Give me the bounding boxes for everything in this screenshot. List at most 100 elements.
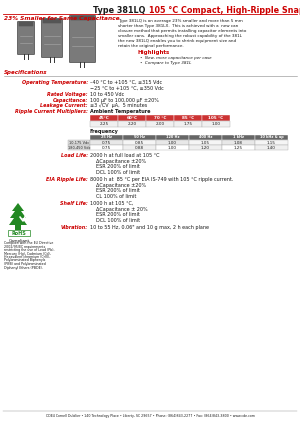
Text: 1.00: 1.00 bbox=[168, 141, 177, 145]
Text: 23% Smaller for Same Capacitance: 23% Smaller for Same Capacitance bbox=[4, 16, 120, 21]
Text: ESR 200% of limit: ESR 200% of limit bbox=[90, 188, 140, 193]
Text: 1.00: 1.00 bbox=[168, 145, 177, 150]
Text: 1.40: 1.40 bbox=[267, 145, 276, 150]
Text: ESR 200% of limit: ESR 200% of limit bbox=[90, 164, 140, 169]
FancyBboxPatch shape bbox=[19, 22, 33, 26]
Text: DCL 100% of limit: DCL 100% of limit bbox=[90, 170, 140, 175]
Bar bbox=[222, 145, 255, 150]
Bar bbox=[8, 230, 30, 236]
FancyBboxPatch shape bbox=[70, 15, 95, 62]
Text: −25 °C to +105 °C, ≥350 Vdc: −25 °C to +105 °C, ≥350 Vdc bbox=[90, 85, 164, 91]
Text: 1.20: 1.20 bbox=[201, 145, 210, 150]
Text: Ripple Current Multipliers:: Ripple Current Multipliers: bbox=[15, 108, 88, 113]
Text: 85 °C: 85 °C bbox=[182, 116, 194, 120]
Bar bbox=[222, 134, 255, 140]
Text: Mercury (Hg), Cadmium (Cd),: Mercury (Hg), Cadmium (Cd), bbox=[4, 252, 51, 255]
Bar bbox=[174, 121, 202, 127]
Text: 180-450 Vdc: 180-450 Vdc bbox=[68, 145, 90, 150]
Text: 1.15: 1.15 bbox=[267, 141, 276, 145]
Bar bbox=[123, 134, 156, 140]
Text: 70 °C: 70 °C bbox=[154, 116, 166, 120]
Text: CL 100% of limit: CL 100% of limit bbox=[90, 193, 136, 198]
Bar bbox=[90, 121, 118, 127]
Bar bbox=[146, 121, 174, 127]
Bar bbox=[189, 134, 222, 140]
Text: Type 381LQ is on average 23% smaller and more than 5 mm: Type 381LQ is on average 23% smaller and… bbox=[118, 19, 243, 23]
Text: Capacitance:: Capacitance: bbox=[52, 97, 88, 102]
Bar bbox=[68, 145, 90, 150]
Bar bbox=[255, 140, 288, 145]
Text: EIA Ripple Life:: EIA Ripple Life: bbox=[46, 177, 88, 182]
Text: 2.20: 2.20 bbox=[128, 122, 136, 126]
Text: 50 Hz: 50 Hz bbox=[134, 135, 145, 139]
Bar bbox=[202, 115, 230, 121]
Text: 0.88: 0.88 bbox=[135, 145, 144, 150]
FancyBboxPatch shape bbox=[43, 19, 61, 23]
Text: Frequency: Frequency bbox=[90, 129, 119, 134]
Text: 120 Hz: 120 Hz bbox=[166, 135, 179, 139]
Bar bbox=[123, 140, 156, 145]
Text: 1000 h at 105 °C,: 1000 h at 105 °C, bbox=[90, 201, 134, 206]
Text: 10 to 450 Vdc: 10 to 450 Vdc bbox=[90, 92, 124, 97]
Text: 60°C: 60°C bbox=[127, 116, 137, 120]
Text: Load Life:: Load Life: bbox=[61, 153, 88, 158]
Bar bbox=[123, 145, 156, 150]
Text: 25 Hz: 25 Hz bbox=[101, 135, 112, 139]
Text: 0.85: 0.85 bbox=[135, 141, 144, 145]
Text: Rated Voltage:: Rated Voltage: bbox=[47, 92, 88, 97]
Text: Vibration:: Vibration: bbox=[61, 225, 88, 230]
Text: 45°C: 45°C bbox=[99, 116, 110, 120]
Bar bbox=[202, 121, 230, 127]
Text: Compliant: Compliant bbox=[8, 239, 30, 243]
Text: 2.00: 2.00 bbox=[155, 122, 165, 126]
Text: 1.08: 1.08 bbox=[234, 141, 243, 145]
Text: 105 °C Compact, High-Ripple Snap-in: 105 °C Compact, High-Ripple Snap-in bbox=[149, 6, 300, 15]
Text: ΔCapacitance ±20%: ΔCapacitance ±20% bbox=[90, 159, 146, 164]
Bar bbox=[146, 115, 174, 121]
Text: Complies with the EU Directive: Complies with the EU Directive bbox=[4, 241, 53, 245]
Text: Type 381LQ: Type 381LQ bbox=[93, 6, 148, 15]
Text: shorter than Type 381LX.  This is achieved with a  new can: shorter than Type 381LX. This is achieve… bbox=[118, 24, 238, 28]
Text: closure method that permits installing capacitor elements into: closure method that permits installing c… bbox=[118, 29, 246, 33]
Text: 2000 h at full load at 105 °C: 2000 h at full load at 105 °C bbox=[90, 153, 160, 158]
Text: smaller cans.  Approaching the robust capability of the 381L: smaller cans. Approaching the robust cap… bbox=[118, 34, 242, 38]
Bar bbox=[68, 140, 90, 145]
Bar bbox=[189, 140, 222, 145]
Text: 400 Hz: 400 Hz bbox=[199, 135, 212, 139]
Text: Polybrominated Biphenyls: Polybrominated Biphenyls bbox=[4, 258, 45, 263]
Bar bbox=[90, 145, 123, 150]
Text: (PBB) and Polybrominated: (PBB) and Polybrominated bbox=[4, 262, 46, 266]
Text: Diphenyl Ethers (PBDE).: Diphenyl Ethers (PBDE). bbox=[4, 266, 43, 269]
Text: 10-175 Vdc: 10-175 Vdc bbox=[69, 141, 89, 145]
Bar bbox=[255, 145, 288, 150]
Text: the new 381LQ enables you to shrink equipment size and: the new 381LQ enables you to shrink equi… bbox=[118, 39, 236, 43]
Text: 100 μF to 100,000 μF ±20%: 100 μF to 100,000 μF ±20% bbox=[90, 97, 159, 102]
Text: ≤3 √CV  μA,  5 minutes: ≤3 √CV μA, 5 minutes bbox=[90, 103, 147, 108]
FancyBboxPatch shape bbox=[41, 19, 62, 57]
Text: ΔCapacitance ± 20%: ΔCapacitance ± 20% bbox=[90, 207, 148, 212]
Text: restricting the use of Lead (Pb),: restricting the use of Lead (Pb), bbox=[4, 248, 55, 252]
Text: Hexavalent chromium (CrVI),: Hexavalent chromium (CrVI), bbox=[4, 255, 50, 259]
Text: 1.25: 1.25 bbox=[234, 145, 243, 150]
Text: CDE4 Cornell Dubilier • 140 Technology Place • Liberty, SC 29657 • Phone: (864)8: CDE4 Cornell Dubilier • 140 Technology P… bbox=[46, 414, 254, 418]
Text: DCL 100% of limit: DCL 100% of limit bbox=[90, 218, 140, 223]
Text: –40 °C to +105 °C, ≤315 Vdc: –40 °C to +105 °C, ≤315 Vdc bbox=[90, 80, 162, 85]
Text: 2002/95/EC requirements: 2002/95/EC requirements bbox=[4, 244, 45, 249]
Text: •  Compare to Type 381L: • Compare to Type 381L bbox=[140, 60, 191, 65]
Text: Ambient Temperature: Ambient Temperature bbox=[90, 108, 151, 113]
Bar bbox=[156, 145, 189, 150]
Text: Specifications: Specifications bbox=[4, 70, 47, 75]
Text: retain the original performance.: retain the original performance. bbox=[118, 44, 184, 48]
Bar bbox=[255, 134, 288, 140]
Text: 10 to 55 Hz, 0.06" and 10 g max, 2 h each plane: 10 to 55 Hz, 0.06" and 10 g max, 2 h eac… bbox=[90, 225, 209, 230]
Bar bbox=[118, 121, 146, 127]
Text: 8000 h at  85 °C per EIA IS-749 with 105 °C ripple current.: 8000 h at 85 °C per EIA IS-749 with 105 … bbox=[90, 177, 233, 182]
Text: 105 °C: 105 °C bbox=[208, 116, 224, 120]
Text: ESR 200% of limit: ESR 200% of limit bbox=[90, 212, 140, 217]
Text: 2.25: 2.25 bbox=[99, 122, 109, 126]
FancyBboxPatch shape bbox=[17, 22, 34, 54]
Text: 0.75: 0.75 bbox=[102, 141, 111, 145]
Text: 0.75: 0.75 bbox=[102, 145, 111, 150]
Text: •  New, more capacitance per case: • New, more capacitance per case bbox=[140, 56, 211, 60]
Bar bbox=[174, 115, 202, 121]
